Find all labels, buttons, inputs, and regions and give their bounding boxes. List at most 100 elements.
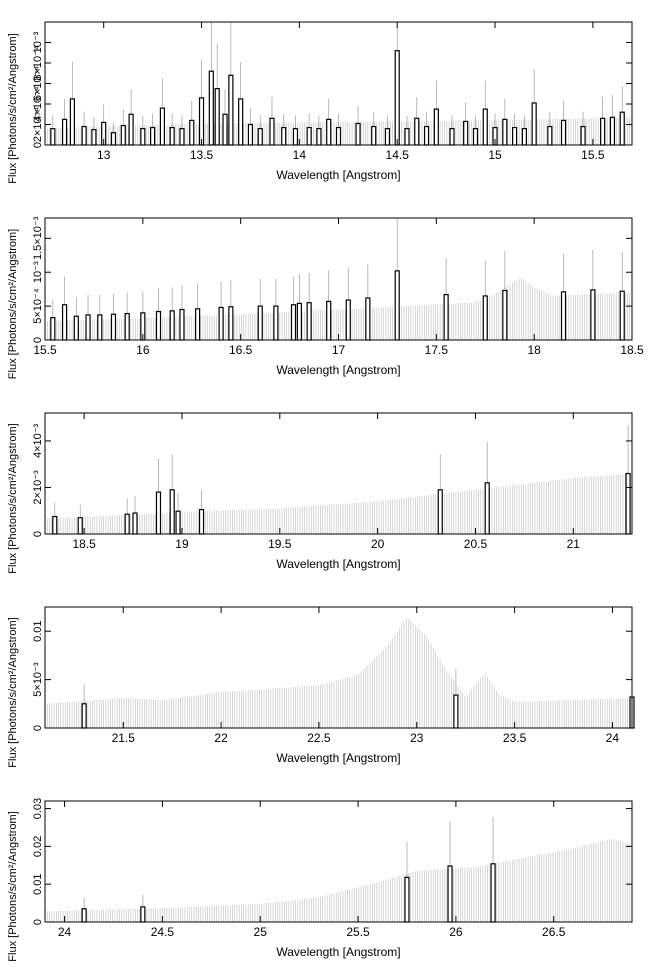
data-bin	[124, 312, 130, 341]
data-bin	[273, 305, 279, 341]
data-bin	[600, 117, 606, 146]
y-tick-label: 0	[32, 142, 44, 148]
data-bin	[228, 306, 234, 341]
x-tick-label: 15.5	[33, 343, 57, 357]
x-tick-label: 23.5	[503, 731, 527, 745]
data-bin	[61, 118, 68, 146]
y-tick-label: 10⁻³	[32, 31, 44, 53]
data-bin	[85, 314, 91, 341]
data-bin	[355, 122, 361, 146]
x-tick-label: 14	[293, 148, 307, 162]
y-tick-label: 0.03	[32, 798, 44, 819]
data-bin	[502, 289, 508, 341]
data-bin	[159, 107, 165, 146]
data-bin	[195, 308, 201, 341]
data-bin	[198, 97, 205, 146]
data-bin	[169, 310, 175, 341]
data-bin	[547, 125, 553, 146]
data-bin	[269, 117, 275, 146]
data-bin	[326, 300, 332, 341]
y-axis-label: Flux [Photons/s/cm²/Angstrom]	[7, 33, 19, 183]
data-bin	[404, 876, 410, 923]
x-tick-label: 22	[214, 731, 228, 745]
data-bin	[61, 304, 68, 341]
data-bin	[296, 302, 302, 341]
data-bin	[619, 290, 625, 341]
y-tick-label: 0.01	[32, 873, 44, 894]
data-bin	[447, 865, 453, 923]
data-bin	[228, 74, 234, 146]
data-bin	[404, 128, 410, 146]
y-tick-label: 0	[32, 919, 44, 925]
data-bin	[198, 508, 205, 535]
model-curve	[44, 618, 633, 728]
data-bin	[257, 128, 263, 146]
data-bin	[169, 126, 175, 146]
x-tick-label: 24.5	[151, 925, 175, 939]
x-tick-label: 25	[254, 925, 268, 939]
data-bin	[257, 305, 263, 341]
data-bin	[306, 302, 312, 341]
data-bin	[50, 128, 56, 146]
data-bin	[482, 108, 488, 146]
y-tick-label: 5×10⁻³	[32, 662, 44, 697]
data-bin	[218, 306, 224, 341]
data-bin	[463, 120, 469, 146]
panel-4: 21.5 22 22.5 23 23.5 24 0 5×10⁻³ 0.01 Wavelength …	[7, 606, 635, 768]
x-axis-label: Wavelength [Angstrom]	[276, 363, 400, 377]
model-curve	[44, 838, 633, 922]
data-bin	[560, 119, 567, 146]
x-tick-label: 26.5	[542, 925, 566, 939]
x-tick-label: 24	[606, 731, 620, 745]
data-bin	[619, 111, 625, 146]
data-bin	[81, 908, 87, 923]
y-tick-label: 4×10⁻⁴	[32, 86, 44, 122]
data-bin	[77, 517, 83, 535]
model-curve	[44, 278, 633, 340]
data-bin	[247, 123, 254, 146]
data-bin	[437, 489, 443, 535]
data-bin	[179, 128, 185, 146]
data-bin	[179, 308, 185, 341]
data-bin	[414, 117, 420, 146]
data-bin	[124, 513, 130, 535]
data-bin	[625, 472, 631, 535]
data-bin	[609, 116, 616, 146]
data-bins	[50, 218, 625, 341]
data-bin	[120, 124, 126, 146]
data-bin	[97, 314, 103, 341]
x-tick-label: 18	[527, 343, 541, 357]
data-bin	[365, 297, 371, 341]
plot-frame	[44, 800, 633, 923]
x-tick-label: 13	[97, 148, 111, 162]
y-tick-label: 0.02	[32, 836, 44, 857]
data-bin	[290, 304, 297, 341]
data-bin	[371, 125, 377, 146]
y-axis-label: Flux [Photons/s/cm²/Angstrom]	[7, 617, 19, 767]
data-bin	[384, 128, 391, 146]
data-bin	[169, 489, 175, 535]
y-tick-label: 1.5×10⁻³	[32, 216, 44, 260]
data-bin	[281, 126, 287, 146]
x-tick-label: 19.5	[268, 537, 292, 551]
data-bin	[175, 510, 181, 535]
data-bin	[140, 906, 146, 923]
data-bin	[208, 70, 214, 146]
x-tick-label: 18.5	[72, 537, 96, 551]
data-bin	[316, 128, 322, 146]
x-axis-label: Wavelength [Angstrom]	[276, 945, 400, 959]
data-bin	[189, 119, 195, 146]
x-tick-label: 16	[136, 343, 150, 357]
x-tick-label: 15.5	[581, 148, 605, 162]
data-bin	[69, 98, 75, 146]
data-bin	[110, 132, 117, 146]
data-bin	[52, 515, 58, 535]
panel-1: 13 13.5 14 14.5 15 15.5 02×10⁻⁴4×10⁻⁴6×10⁻⁴8×1…	[7, 21, 633, 184]
data-bin	[560, 291, 567, 341]
x-tick-label: 18.5	[620, 343, 644, 357]
y-tick-label: 0	[32, 531, 44, 537]
data-bin	[306, 126, 312, 146]
data-bin	[482, 295, 488, 341]
